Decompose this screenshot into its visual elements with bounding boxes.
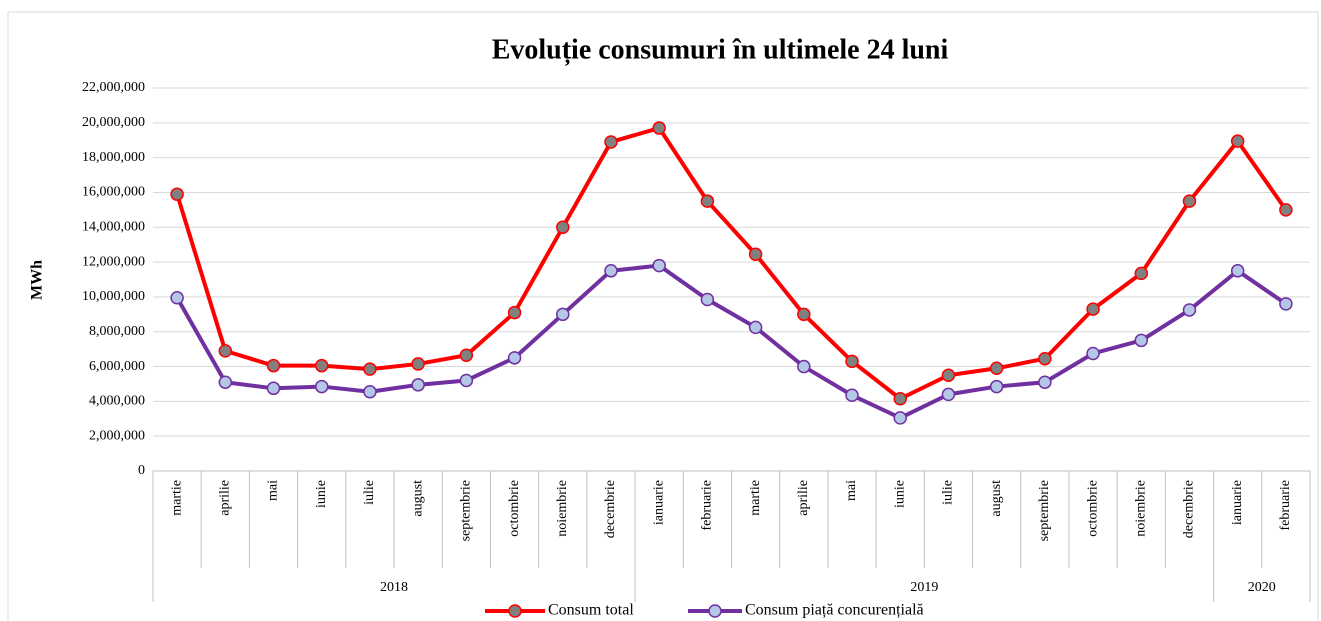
point-marker	[700, 194, 715, 208]
point-marker	[1134, 266, 1149, 281]
x-tick-label: iulie	[941, 480, 956, 505]
point-marker	[218, 344, 233, 358]
point-marker	[845, 354, 859, 369]
x-tick-label: decembrie	[603, 480, 618, 538]
point-marker	[266, 381, 281, 396]
point-marker	[459, 348, 474, 362]
y-tick-label: 20,000,000	[82, 115, 145, 130]
series-line	[175, 263, 1288, 420]
legend-marker	[708, 604, 722, 618]
point-marker	[941, 387, 956, 402]
x-tick-label: iunie	[314, 480, 329, 508]
x-tick-label: mai	[844, 480, 859, 501]
point-marker	[1279, 297, 1293, 311]
point-marker	[989, 361, 1004, 376]
x-tick-label: februarie	[700, 480, 715, 531]
series-line	[175, 126, 1288, 401]
x-tick-label: noiembrie	[555, 480, 570, 537]
x-tick-label: martie	[748, 480, 763, 516]
point-marker	[797, 359, 811, 374]
x-tick-label: septembrie	[1037, 480, 1052, 541]
point-marker	[652, 258, 666, 273]
point-marker	[1086, 346, 1100, 361]
point-marker	[1182, 194, 1197, 208]
legend-marker	[508, 604, 522, 618]
x-tick-label: octombrie	[507, 480, 522, 537]
point-marker	[266, 358, 281, 373]
y-tick-label: 8,000,000	[89, 324, 145, 339]
x-tick-label: aprilie	[796, 480, 811, 516]
point-marker	[989, 379, 1004, 394]
point-marker	[218, 375, 233, 389]
x-tick-label: iulie	[362, 480, 377, 505]
point-marker	[1086, 302, 1100, 316]
point-marker	[893, 411, 907, 425]
point-marker	[1279, 203, 1293, 217]
point-marker	[604, 264, 618, 278]
point-marker	[1230, 264, 1245, 278]
point-marker	[1182, 303, 1197, 317]
x-tick-label: ianuarie	[1230, 480, 1245, 525]
x-tick-label: iunie	[892, 480, 907, 508]
point-marker	[748, 247, 763, 262]
point-marker	[314, 358, 329, 373]
y-axis-title: MWh	[29, 260, 46, 300]
point-marker	[604, 135, 618, 149]
point-marker	[411, 357, 425, 371]
point-marker	[1134, 333, 1149, 348]
x-tick-label: noiembrie	[1133, 480, 1148, 537]
x-tick-label: martie	[169, 480, 184, 516]
x-group-label: 2018	[380, 580, 408, 595]
y-tick-label: 14,000,000	[82, 219, 145, 234]
x-group-label: 2019	[910, 580, 938, 595]
y-tick-label: 18,000,000	[82, 150, 145, 165]
point-marker	[893, 392, 907, 406]
legend-label: Consum total	[548, 602, 634, 619]
point-marker	[170, 187, 184, 201]
chart-title: Evoluție consumuri în ultimele 24 luni	[492, 34, 949, 65]
chart-frame	[7, 11, 1319, 621]
x-tick-label: octombrie	[1085, 480, 1100, 537]
legend-label: Consum piață concurențială	[745, 602, 924, 619]
x-tick-label: ianuarie	[651, 480, 666, 525]
x-tick-label: aprilie	[218, 480, 233, 516]
y-tick-label: 4,000,000	[89, 394, 145, 409]
x-tick-label: septembrie	[459, 480, 474, 541]
point-marker	[507, 351, 522, 365]
y-tick-label: 6,000,000	[89, 359, 145, 374]
point-marker	[363, 385, 377, 399]
point-marker	[700, 292, 715, 307]
x-tick-label: august	[989, 480, 1004, 517]
point-marker	[411, 378, 425, 392]
y-tick-label: 12,000,000	[82, 254, 145, 269]
point-marker	[556, 220, 570, 235]
point-marker	[314, 379, 329, 394]
x-tick-label: februarie	[1278, 480, 1293, 531]
point-marker	[1038, 351, 1052, 366]
point-marker	[363, 362, 377, 376]
y-tick-label: 10,000,000	[82, 289, 145, 304]
x-tick-label: decembrie	[1182, 480, 1197, 538]
point-marker	[797, 307, 811, 322]
point-marker	[1230, 134, 1245, 148]
point-marker	[507, 305, 522, 320]
point-marker	[748, 320, 763, 335]
y-tick-label: 16,000,000	[82, 185, 145, 200]
x-group-label: 2020	[1248, 580, 1276, 595]
x-tick-label: august	[410, 480, 425, 517]
point-marker	[556, 307, 570, 322]
y-tick-label: 2,000,000	[89, 428, 145, 443]
y-tick-label: 0	[138, 463, 145, 478]
y-tick-label: 22,000,000	[82, 80, 145, 95]
point-marker	[459, 373, 474, 388]
x-tick-label: mai	[266, 480, 281, 501]
point-marker	[941, 368, 956, 382]
point-marker	[170, 291, 184, 305]
point-marker	[652, 121, 666, 135]
point-marker	[1038, 375, 1052, 389]
point-marker	[845, 388, 859, 403]
